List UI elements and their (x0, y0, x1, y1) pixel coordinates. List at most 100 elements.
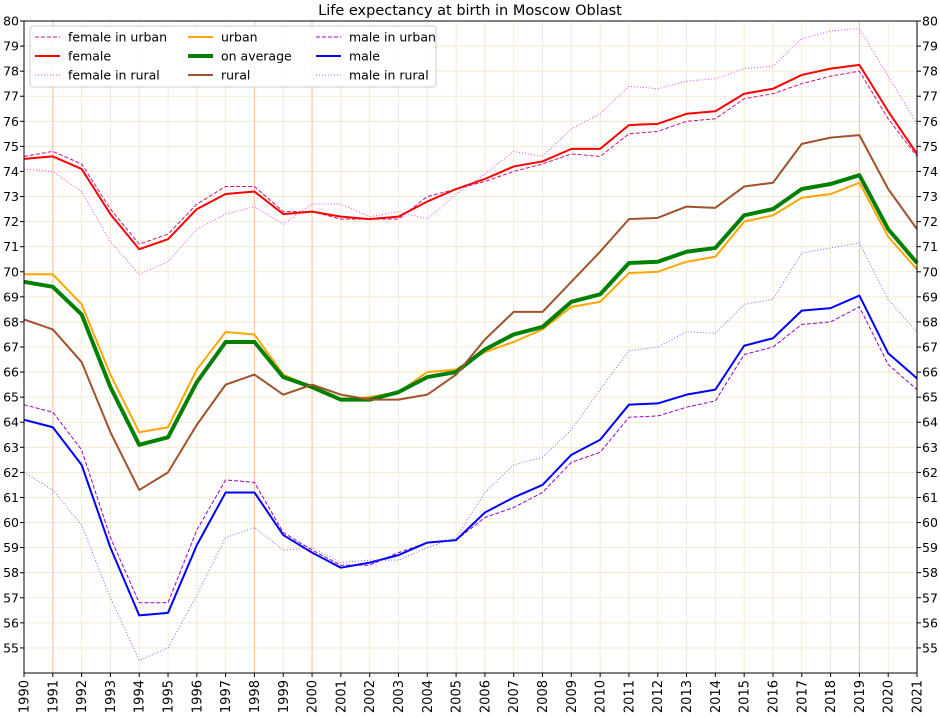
y-tick-label: 67 (3, 340, 19, 355)
x-tick-label: 2013 (680, 680, 695, 713)
y-tick-label: 70 (3, 264, 19, 279)
x-tick-label: 1995 (162, 680, 177, 713)
x-tick-label: 2019 (853, 680, 868, 713)
x-tick-label: 2005 (450, 680, 465, 713)
y-tick-label-right: 61 (922, 490, 938, 505)
y-tick-label: 75 (3, 139, 19, 154)
y-tick-label: 74 (3, 164, 19, 179)
y-tick-label: 57 (3, 590, 19, 605)
legend-label: on average (221, 49, 292, 64)
y-tick-label-right: 59 (922, 540, 938, 555)
y-tick-label-right: 74 (922, 164, 938, 179)
x-tick-label: 1994 (133, 680, 148, 713)
x-tick-label: 1991 (46, 680, 61, 713)
y-tick-label-right: 66 (922, 365, 938, 380)
grid (23, 20, 918, 673)
y-tick-label-right: 72 (922, 214, 938, 229)
legend-label: rural (221, 68, 250, 83)
y-tick-label-right: 73 (922, 189, 938, 204)
y-tick-label: 63 (3, 440, 19, 455)
x-tick-label: 2002 (363, 680, 378, 713)
y-axis-right: 55 56 57 58 59 60 61 62 63 64 65 66 67 68 69 70 71 72 73 74… (917, 14, 938, 655)
y-tick-label: 78 (3, 64, 19, 79)
y-tick-label: 76 (3, 114, 19, 129)
y-tick-label: 61 (3, 490, 19, 505)
chart-title: Life expectancy at birth in Moscow Oblas… (318, 3, 622, 19)
legend-label: female in rural (68, 68, 160, 83)
y-tick-label: 59 (3, 540, 19, 555)
y-tick-label: 68 (3, 314, 19, 329)
x-tick-label: 2009 (565, 680, 580, 713)
y-tick-label: 72 (3, 214, 19, 229)
y-tick-label: 60 (3, 515, 19, 530)
y-tick-label: 56 (3, 615, 19, 630)
legend-box (29, 25, 437, 88)
y-tick-label-right: 75 (922, 139, 938, 154)
series-male-in-urban-line (23, 306, 918, 604)
y-tick-label-right: 64 (922, 415, 938, 430)
y-tick-label: 73 (3, 189, 19, 204)
highlight-years (52, 21, 860, 673)
x-tick-label: 2011 (622, 680, 637, 713)
x-tick-label: 2010 (594, 680, 609, 713)
series-on-average-line (23, 173, 919, 447)
y-tick-label-right: 70 (922, 264, 938, 279)
y-tick-label-right: 76 (922, 114, 938, 129)
y-tick-label-right: 65 (922, 390, 938, 405)
series-lines (23, 28, 919, 661)
legend-label: urban (221, 30, 258, 45)
x-tick-label: 2012 (651, 680, 666, 713)
series-male-in-rural-line (23, 242, 918, 661)
y-tick-label-right: 57 (922, 590, 938, 605)
x-tick-label: 2003 (392, 680, 407, 713)
x-tick-label: 1998 (248, 680, 263, 713)
x-tick-label: 1992 (75, 680, 90, 713)
y-tick-label: 66 (3, 365, 19, 380)
y-tick-label-right: 55 (922, 640, 938, 655)
legend-label: male (349, 49, 380, 64)
x-tick-label: 1999 (277, 680, 292, 713)
y-tick-label: 62 (3, 465, 19, 480)
x-tick-label: 2016 (766, 680, 781, 713)
x-tick-label: 2000 (306, 680, 321, 713)
x-tick-label: 2014 (709, 680, 724, 713)
y-tick-label-right: 60 (922, 515, 938, 530)
x-tick-label: 1996 (190, 680, 205, 713)
y-tick-label: 80 (3, 14, 19, 29)
y-tick-label: 65 (3, 390, 19, 405)
y-tick-label-right: 56 (922, 615, 938, 630)
y-tick-label-right: 58 (922, 565, 938, 580)
y-tick-label-right: 62 (922, 465, 938, 480)
y-axis-left: 55 56 57 58 59 60 61 62 63 64 65 66 67 68 69 70 71 72 73 74… (3, 14, 24, 655)
legend-label: female in urban (68, 30, 167, 45)
legend-label: male in urban (349, 30, 436, 45)
series-female-in-urban-line (23, 70, 918, 245)
legend: female in urban female female in rural urba… (29, 25, 437, 88)
y-tick-label-right: 77 (922, 89, 938, 104)
x-tick-label: 2018 (824, 680, 839, 713)
legend-label: female (68, 49, 111, 64)
x-tick-label: 1997 (219, 680, 234, 713)
x-tick-label: 1990 (18, 680, 33, 713)
y-tick-label: 58 (3, 565, 19, 580)
x-tick-label: 2001 (334, 680, 349, 713)
y-tick-label-right: 67 (922, 340, 938, 355)
y-tick-label: 55 (3, 640, 19, 655)
x-tick-label: 2021 (911, 680, 926, 713)
x-tick-label: 2007 (507, 680, 522, 713)
series-female-in-rural-line (23, 28, 918, 275)
y-tick-label-right: 79 (922, 39, 938, 54)
y-tick-label-right: 68 (922, 314, 938, 329)
y-tick-label-right: 80 (922, 14, 938, 29)
y-tick-label-right: 78 (922, 64, 938, 79)
y-tick-label: 69 (3, 289, 19, 304)
series-urban-line (24, 181, 918, 434)
x-tick-label: 2015 (738, 680, 753, 713)
y-tick-label: 64 (3, 415, 19, 430)
series-rural-line (23, 134, 918, 491)
x-tick-label: 1993 (104, 680, 119, 713)
x-tick-label: 2004 (421, 680, 436, 713)
y-tick-label-right: 71 (922, 239, 938, 254)
x-tick-label: 2020 (882, 680, 897, 713)
